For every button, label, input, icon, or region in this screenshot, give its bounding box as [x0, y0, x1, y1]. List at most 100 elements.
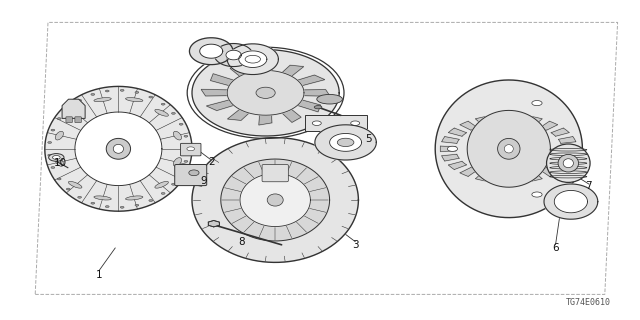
- Polygon shape: [551, 128, 569, 136]
- Polygon shape: [315, 125, 376, 160]
- Polygon shape: [259, 60, 273, 75]
- Polygon shape: [494, 175, 506, 183]
- Polygon shape: [240, 173, 310, 227]
- Polygon shape: [559, 137, 576, 143]
- Circle shape: [179, 172, 183, 174]
- Polygon shape: [228, 107, 253, 120]
- Ellipse shape: [314, 106, 322, 109]
- Circle shape: [532, 192, 542, 197]
- Polygon shape: [192, 50, 339, 136]
- Ellipse shape: [155, 109, 168, 116]
- Ellipse shape: [94, 196, 111, 200]
- Polygon shape: [449, 128, 467, 136]
- Circle shape: [161, 192, 165, 194]
- Polygon shape: [442, 137, 459, 143]
- Polygon shape: [527, 172, 542, 181]
- Text: TG74E0610: TG74E0610: [566, 298, 611, 307]
- Circle shape: [135, 204, 139, 206]
- Ellipse shape: [173, 158, 182, 166]
- Ellipse shape: [155, 181, 168, 188]
- Ellipse shape: [68, 181, 82, 188]
- FancyBboxPatch shape: [262, 164, 288, 182]
- Polygon shape: [211, 74, 237, 86]
- Polygon shape: [221, 159, 330, 241]
- Circle shape: [77, 100, 81, 101]
- Text: 5: 5: [365, 134, 371, 144]
- Ellipse shape: [94, 98, 111, 102]
- Polygon shape: [460, 121, 477, 130]
- Polygon shape: [527, 116, 542, 125]
- Polygon shape: [540, 167, 557, 176]
- FancyBboxPatch shape: [75, 117, 81, 123]
- Text: 2: 2: [208, 156, 214, 167]
- Circle shape: [77, 196, 81, 198]
- Polygon shape: [476, 116, 491, 125]
- Circle shape: [245, 55, 260, 63]
- Ellipse shape: [125, 196, 143, 200]
- Polygon shape: [189, 38, 233, 65]
- Circle shape: [67, 188, 70, 190]
- Circle shape: [172, 183, 175, 185]
- Ellipse shape: [558, 155, 579, 172]
- Polygon shape: [227, 44, 278, 75]
- Ellipse shape: [563, 159, 573, 168]
- Polygon shape: [207, 99, 237, 110]
- Polygon shape: [435, 80, 582, 218]
- Polygon shape: [551, 161, 569, 170]
- Polygon shape: [467, 110, 550, 187]
- Ellipse shape: [504, 145, 513, 153]
- Circle shape: [57, 178, 61, 180]
- Polygon shape: [294, 75, 324, 86]
- Polygon shape: [230, 63, 253, 79]
- Circle shape: [312, 121, 321, 125]
- Circle shape: [51, 129, 55, 131]
- Ellipse shape: [268, 194, 283, 206]
- Circle shape: [149, 200, 153, 202]
- Polygon shape: [201, 89, 230, 96]
- Polygon shape: [512, 115, 524, 123]
- Circle shape: [179, 123, 183, 125]
- Polygon shape: [442, 154, 459, 161]
- Circle shape: [106, 206, 109, 208]
- Circle shape: [186, 148, 189, 150]
- Polygon shape: [559, 154, 576, 161]
- Polygon shape: [259, 111, 272, 125]
- Polygon shape: [562, 146, 577, 151]
- Circle shape: [106, 90, 109, 92]
- Circle shape: [48, 141, 52, 143]
- Circle shape: [67, 108, 70, 109]
- Circle shape: [120, 89, 124, 91]
- Polygon shape: [305, 115, 367, 131]
- Polygon shape: [294, 99, 321, 112]
- Ellipse shape: [498, 138, 520, 159]
- Polygon shape: [192, 138, 358, 262]
- Circle shape: [135, 92, 139, 93]
- Text: 6: 6: [552, 243, 559, 253]
- Circle shape: [57, 118, 61, 120]
- Polygon shape: [540, 121, 557, 130]
- Ellipse shape: [256, 87, 275, 99]
- Polygon shape: [45, 86, 192, 211]
- Circle shape: [172, 112, 175, 114]
- Polygon shape: [476, 172, 491, 181]
- Circle shape: [161, 103, 165, 105]
- Circle shape: [91, 93, 95, 95]
- Circle shape: [51, 166, 55, 168]
- Circle shape: [351, 121, 360, 125]
- Ellipse shape: [52, 156, 60, 159]
- Text: 8: 8: [239, 236, 245, 247]
- Ellipse shape: [125, 98, 143, 102]
- Circle shape: [187, 147, 195, 151]
- Circle shape: [186, 148, 189, 150]
- Polygon shape: [440, 146, 456, 151]
- Ellipse shape: [547, 144, 590, 182]
- Circle shape: [91, 202, 95, 204]
- Circle shape: [337, 138, 354, 147]
- FancyBboxPatch shape: [66, 117, 72, 123]
- Text: 7: 7: [586, 180, 592, 191]
- FancyBboxPatch shape: [180, 143, 201, 156]
- Polygon shape: [494, 115, 506, 123]
- Text: 1: 1: [96, 270, 102, 280]
- Ellipse shape: [68, 109, 82, 116]
- Polygon shape: [554, 190, 588, 213]
